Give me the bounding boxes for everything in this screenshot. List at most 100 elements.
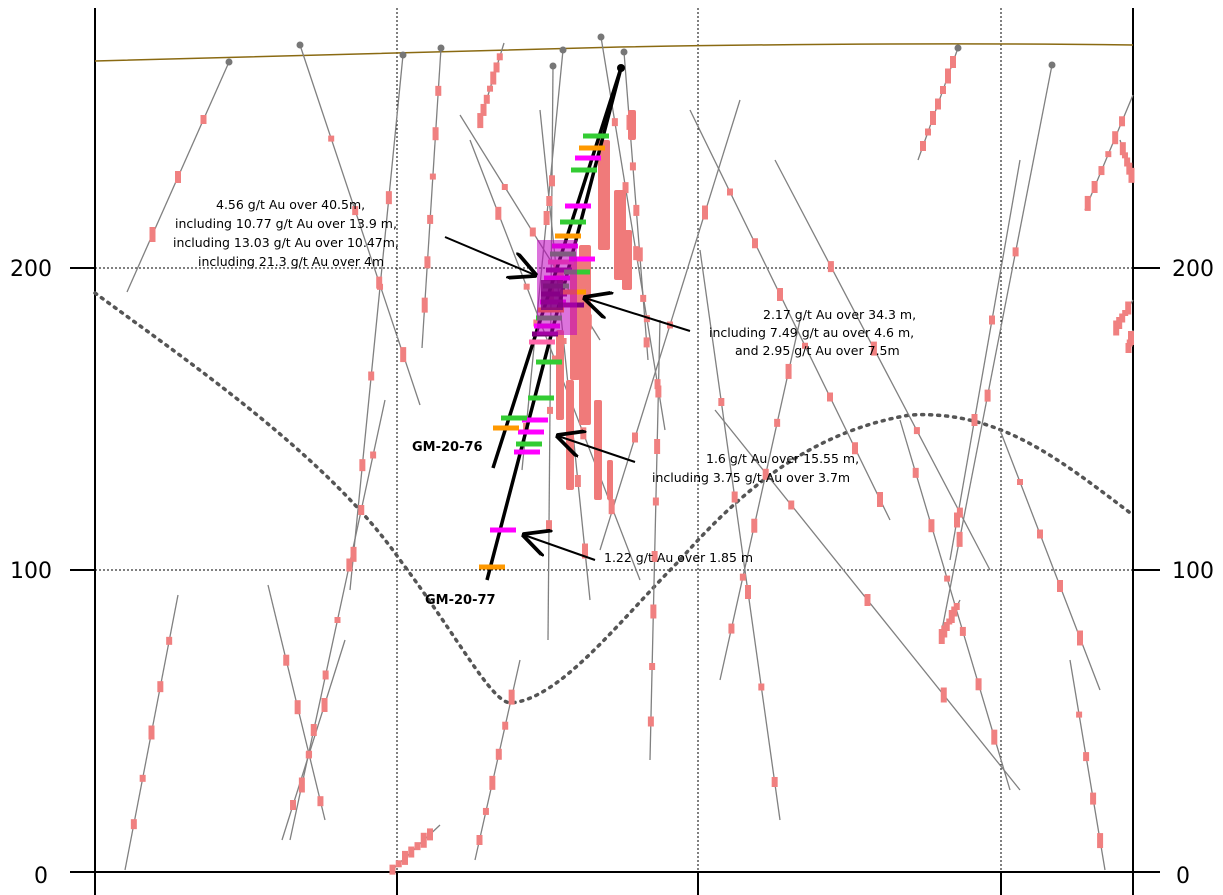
historic-assay-4-7 — [477, 113, 484, 129]
historic-assay-block-4 — [556, 330, 564, 420]
historic-assay-27-1 — [166, 636, 173, 645]
topography-line — [94, 43, 1134, 62]
historic-assay-13-6 — [582, 543, 588, 559]
annotation-1: 4.56 g/t Au over 40.5m, including 10.77 … — [173, 197, 399, 269]
historic-assay-2-4 — [359, 459, 366, 472]
historic-assay-19-3 — [652, 497, 659, 506]
historic-assay-15-1 — [702, 205, 708, 220]
historic-assay-29-2 — [420, 832, 427, 848]
historic-assay-7-2 — [622, 182, 629, 194]
historic-assay-22-1 — [1119, 142, 1126, 156]
historic-assay-18-5 — [739, 573, 746, 581]
annotation-arrows — [444, 236, 691, 561]
historic-assay-1-4 — [400, 347, 407, 363]
historic-assay-29-1 — [427, 828, 433, 841]
annotation-3-line-2: including 3.75 g/t Au over 3.7m — [652, 470, 850, 485]
historic-assay-0-2 — [175, 171, 181, 183]
historic-assay-24-5 — [322, 670, 329, 680]
historic-hole-20 — [949, 159, 1021, 561]
historic-assay-2-3 — [368, 371, 375, 381]
historic-assay-31-4 — [1097, 833, 1104, 849]
historic-assay-27-4 — [139, 774, 146, 782]
historic-assay-2-1 — [385, 191, 392, 205]
historic-assay-12-5 — [608, 499, 615, 515]
annotation-3: 1.6 g/t Au over 15.55 m, including 3.75 … — [652, 451, 859, 485]
historic-hole-10 — [939, 64, 1053, 641]
historic-assay-21-1 — [1017, 479, 1023, 485]
historic-assay-block-7 — [607, 460, 613, 500]
historic-assay-21-4 — [1077, 630, 1083, 646]
historic-assay-33-2 — [928, 519, 935, 533]
hole-collars — [225, 33, 1056, 70]
new-assay-band-3 — [571, 167, 597, 173]
arrow-1 — [444, 236, 535, 275]
historic-hole-17 — [699, 249, 781, 821]
historic-assay-9-6 — [925, 128, 931, 136]
collar-1 — [296, 41, 304, 49]
historic-assay-29-4 — [408, 846, 415, 858]
collar-0 — [225, 58, 233, 66]
new-assay-band-22 — [522, 417, 548, 423]
historic-hole-1 — [299, 44, 421, 406]
historic-assay-block-0 — [598, 140, 610, 250]
historic-assay-26-3 — [306, 750, 313, 758]
collar-10 — [1048, 61, 1056, 69]
historic-assay-4-4 — [487, 85, 494, 92]
historic-assay-4-3 — [490, 71, 497, 85]
historic-assay-11-1 — [501, 184, 508, 190]
historic-assay-31-3 — [1090, 792, 1097, 805]
historic-assay-27-2 — [157, 681, 164, 693]
arrow-4 — [524, 535, 596, 561]
historic-assay-27-3 — [148, 725, 155, 740]
annotation-1-line-3: including 13.03 g/t Au over 10.47m, — [173, 235, 399, 250]
historic-assay-30-3 — [940, 687, 947, 703]
historic-assay-17-4 — [758, 683, 765, 691]
historic-assay-6-4 — [546, 520, 552, 531]
historic-assay-1-3 — [376, 276, 383, 289]
collar-3 — [437, 44, 445, 52]
historic-assay-9-4 — [935, 98, 941, 110]
historic-assay-24-2 — [358, 505, 365, 515]
collar-6 — [549, 62, 557, 70]
historic-assay-13-5 — [574, 475, 581, 487]
annotation-1-line-1: 4.56 g/t Au over 40.5m, — [216, 197, 365, 212]
historic-assay-5-1 — [543, 211, 550, 225]
new-assay-band-0 — [583, 133, 609, 139]
historic-assay-28-3 — [495, 748, 502, 760]
historic-assay-11-2 — [529, 227, 536, 237]
historic-assay-5-2 — [533, 319, 540, 327]
annotation-2-line-2: including 7.49 g/t au over 4.6 m, — [709, 325, 914, 340]
new-assay-band-6 — [555, 233, 581, 239]
historic-assay-14-2 — [752, 238, 758, 249]
new-assay-band-21 — [528, 395, 554, 401]
historic-assay-18-3 — [762, 468, 769, 480]
left-tick-label-0: 0 — [34, 864, 48, 889]
historic-assay-16-2 — [870, 341, 877, 356]
new-assay-band-24 — [516, 441, 542, 447]
historic-assay-9-5 — [930, 111, 936, 125]
historic-assay-29-7 — [389, 864, 396, 875]
historic-assay-18-2 — [774, 418, 781, 427]
historic-assay-21-3 — [1057, 580, 1063, 592]
historic-assay-26-2 — [294, 700, 301, 715]
historic-assay-block-8 — [622, 230, 632, 290]
historic-assay-24-4 — [334, 617, 341, 623]
historic-assay-24-6 — [310, 724, 317, 736]
new-assay-band-23 — [518, 429, 544, 435]
historic-assay-16-1 — [827, 261, 834, 273]
historic-assay-17-2 — [731, 491, 738, 503]
historic-assay-10-3 — [956, 531, 963, 547]
historic-assay-19-6 — [649, 663, 656, 670]
historic-assay-33-4 — [959, 626, 966, 636]
new-assay-zone-core — [541, 280, 563, 310]
historic-assay-17-5 — [771, 777, 778, 787]
historic-assay-35-3 — [1125, 343, 1132, 353]
historic-assay-10-2 — [984, 389, 991, 402]
collar-7 — [597, 33, 605, 41]
geologic-contact-line — [93, 291, 1135, 705]
historic-assay-3-3 — [429, 173, 436, 180]
historic-assay-28-5 — [482, 807, 489, 815]
historic-assay-29-3 — [414, 842, 421, 851]
historic-assay-25-3 — [290, 800, 297, 810]
